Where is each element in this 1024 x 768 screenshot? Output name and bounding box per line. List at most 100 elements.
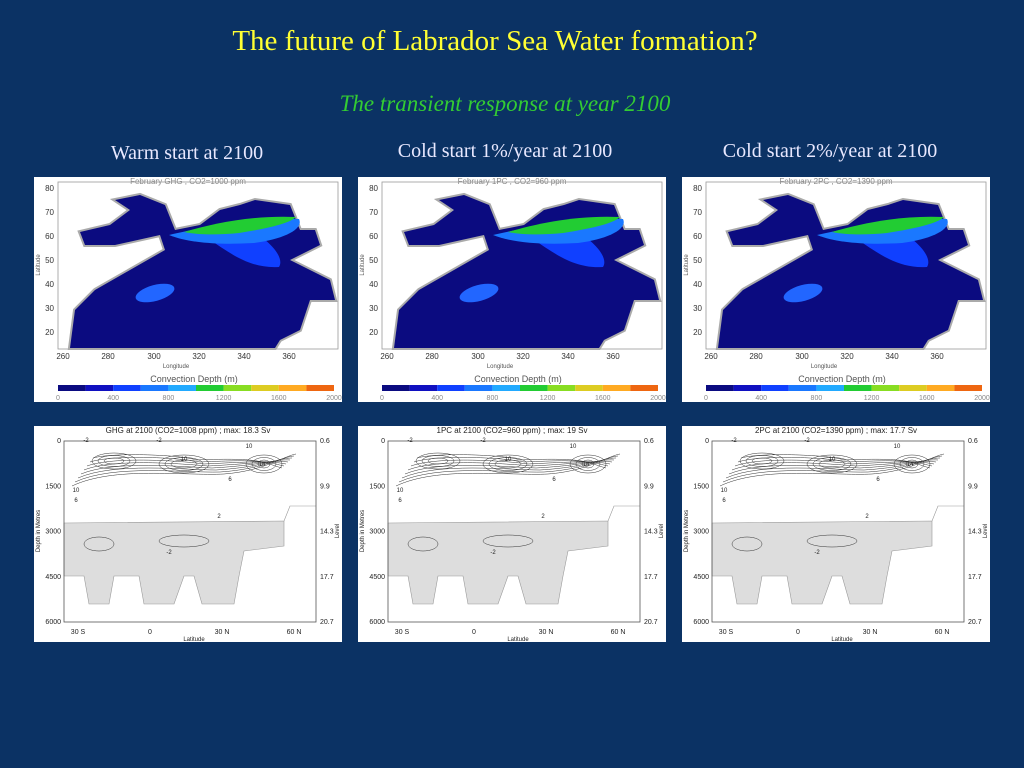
contour-line <box>728 459 939 475</box>
section-x-tick-label: 30 N <box>863 629 878 636</box>
contour-label: 18 <box>259 462 266 468</box>
contour-line <box>806 534 858 548</box>
bathymetry <box>63 520 285 605</box>
map-y-tick-label: 60 <box>45 232 54 241</box>
section-y2-tick-label: 0.6 <box>968 438 978 445</box>
colorbar-segment <box>196 385 224 391</box>
contour-label: 6 <box>398 498 402 504</box>
map-y-tick-label: 40 <box>369 280 378 289</box>
section-y-tick-label: 4500 <box>693 574 709 581</box>
contour-label: -2 <box>480 438 486 444</box>
section-y2-tick-label: 14.3 <box>320 529 334 536</box>
colorbar-segment <box>788 385 817 391</box>
section-x-tick-label: 60 N <box>935 629 950 636</box>
contour-line <box>103 457 125 465</box>
map-title: February 2PC , CO2=1390 ppm <box>779 177 893 186</box>
map-x-tick-label: 360 <box>282 352 296 361</box>
topography-edge <box>283 505 316 522</box>
contour-label: 6 <box>722 498 726 504</box>
section-x-tick-label: 30 S <box>71 629 86 636</box>
map-y-tick-label: 20 <box>369 328 378 337</box>
section-title: GHG at 2100 (CO2=1008 ppm) ; max: 18.3 S… <box>106 426 271 435</box>
contour-label: 10 <box>505 457 512 463</box>
contour-line <box>427 457 449 465</box>
section-y2-tick-label: 17.7 <box>968 574 982 581</box>
map-x-tick-label: 320 <box>516 352 530 361</box>
colorbar-label: Convection Depth (m) <box>150 374 238 384</box>
map-y-axis-label: Latitude <box>360 254 366 276</box>
contour-line <box>581 459 595 469</box>
contour-line <box>739 452 785 470</box>
bathymetry <box>387 520 609 605</box>
contour-line <box>494 459 522 469</box>
contour-label: 14 <box>907 462 914 468</box>
colorbar-segment <box>278 385 307 391</box>
map-x-tick-label: 360 <box>930 352 944 361</box>
contour-line <box>818 459 846 469</box>
contour-line <box>410 459 611 467</box>
colorbar-segment <box>464 385 493 391</box>
map-y-tick-label: 70 <box>45 208 54 217</box>
section-y2-tick-label: 17.7 <box>320 574 334 581</box>
map-x-tick-label: 340 <box>561 352 575 361</box>
convection-inner <box>508 216 620 235</box>
section-y2-tick-label: 14.3 <box>968 529 982 536</box>
colorbar-segment <box>575 385 603 391</box>
contour-line <box>416 454 607 469</box>
map-x-axis-label: Longitude <box>163 364 190 370</box>
colorbar-segment <box>844 385 872 391</box>
map-y-tick-label: 70 <box>693 208 702 217</box>
contour-label: -2 <box>490 550 496 556</box>
map-y-tick-label: 20 <box>45 328 54 337</box>
map-title: February 1PC , CO2=960 ppm <box>458 177 567 186</box>
contour-label: 10 <box>73 488 80 494</box>
contour-line <box>740 454 931 469</box>
section-y2-tick-label: 17.7 <box>644 574 658 581</box>
section-y-tick-label: 0 <box>705 438 709 445</box>
slide-subtitle: The transient response at year 2100 <box>340 91 671 116</box>
contour-label: 10 <box>894 444 901 450</box>
contour-line <box>905 459 919 469</box>
contour-label: -2 <box>804 438 810 444</box>
colorbar-segment <box>492 385 520 391</box>
colorbar-tick-label: 1600 <box>919 395 935 402</box>
colorbar-tick-label: 400 <box>107 395 119 402</box>
colorbar-tick-label: 1200 <box>864 395 880 402</box>
contour-label: 2 <box>541 514 545 520</box>
section-x-tick-label: 60 N <box>287 629 302 636</box>
colorbar-tick-label: 400 <box>755 395 767 402</box>
section-y2-tick-label: 9.9 <box>320 483 330 490</box>
contour-line <box>257 459 271 469</box>
section-y-tick-label: 4500 <box>369 574 385 581</box>
map-x-tick-label: 300 <box>795 352 809 361</box>
contour-line <box>251 457 277 471</box>
section-y2-tick-label: 20.7 <box>968 619 982 626</box>
map-x-tick-label: 260 <box>56 352 70 361</box>
colorbar-segment <box>926 385 955 391</box>
colorbar-tick-label: 2000 <box>974 395 990 402</box>
map-y-tick-label: 80 <box>693 184 702 193</box>
topography-edge <box>931 505 964 522</box>
section-title: 1PC at 2100 (CO2=960 ppm) ; max: 19 Sv <box>437 426 588 435</box>
map-x-axis-label: Longitude <box>487 364 514 370</box>
section-y2-axis-label: Level <box>659 524 665 538</box>
contour-line <box>745 455 779 467</box>
section-x-tick-label: 0 <box>148 629 152 636</box>
map-x-tick-label: 280 <box>101 352 115 361</box>
contour-line <box>407 536 439 552</box>
bathymetry <box>711 520 933 605</box>
convection-inner <box>832 216 944 235</box>
contour-line <box>97 455 131 467</box>
colorbar-tick-label: 2000 <box>650 395 666 402</box>
colorbar-segment <box>899 385 927 391</box>
contour-line <box>482 534 534 548</box>
contour-line <box>164 457 204 471</box>
section-panel: 2PC at 2100 (CO2=1390 ppm) ; max: 17.7 S… <box>682 426 990 643</box>
map-y-tick-label: 50 <box>369 256 378 265</box>
section-y2-tick-label: 14.3 <box>644 529 658 536</box>
section-y2-tick-label: 9.9 <box>644 483 654 490</box>
section-x-tick-label: 30 S <box>395 629 410 636</box>
contour-line <box>245 454 283 474</box>
